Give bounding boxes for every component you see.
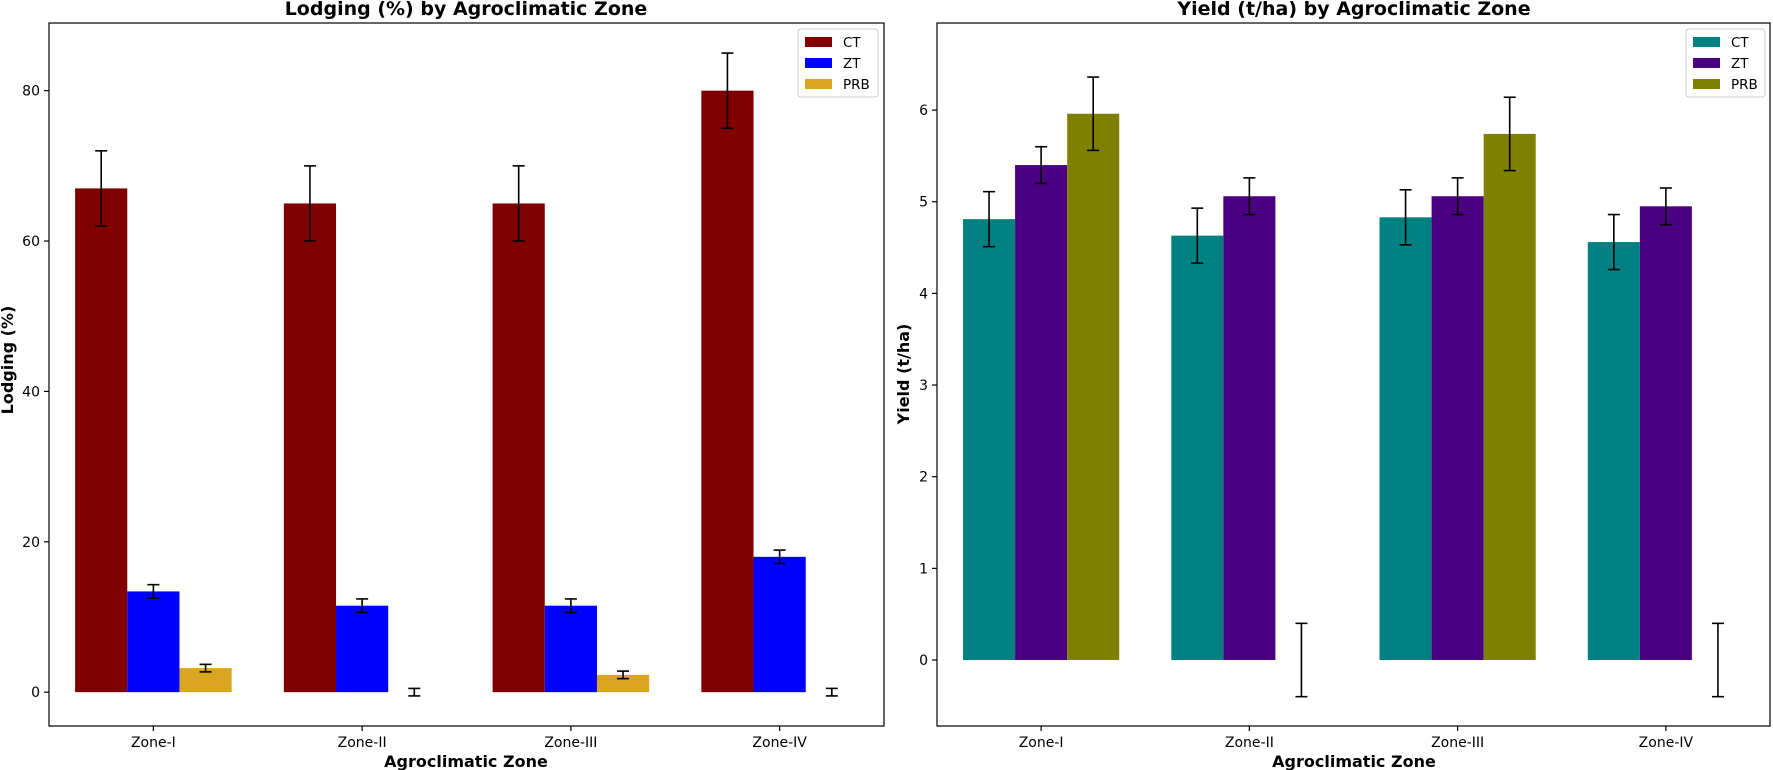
yield-y-tick-label: 3 — [919, 378, 928, 394]
lodging-error-bar-zt-zone-iii — [564, 598, 577, 614]
lodging-y-tick-label: 40 — [22, 384, 40, 400]
lodging-legend: CT ZT PRB — [797, 28, 879, 98]
yield-y-tick-label: 1 — [919, 561, 928, 577]
lodging-error-bar-ct-zone-iii — [512, 165, 525, 242]
lodging-x-tick-label: Zone-II — [338, 735, 387, 751]
yield-x-axis: Zone-I Zone-II Zone-III Zone-IV — [1019, 726, 1694, 751]
yield-bar-zt-zone-iii — [1431, 196, 1484, 661]
yield-x-tick-label: Zone-IV — [1639, 735, 1694, 751]
yield-bar-zt-zone-iv — [1639, 206, 1692, 661]
lodging-error-bar-zt-zone-ii — [356, 598, 369, 614]
yield-legend-swatch-ct — [1693, 37, 1720, 47]
lodging-bar-zt-zone-iii — [544, 605, 597, 693]
yield-y-axis: 0 1 2 3 4 5 6 — [919, 103, 937, 669]
lodging-y-tick-label: 20 — [22, 535, 40, 551]
yield-bar-zt-zone-i — [1015, 165, 1068, 661]
yield-error-bar-ct-zone-iii — [1399, 189, 1412, 246]
lodging-error-bar-zt-zone-i — [147, 583, 160, 599]
yield-error-bar-prb-zone-iv — [1711, 622, 1724, 698]
yield-x-tick-label: Zone-I — [1019, 735, 1064, 751]
lodging-legend-swatch-zt — [805, 58, 832, 68]
yield-x-tick-label: Zone-III — [1431, 735, 1484, 751]
yield-legend-swatch-zt — [1693, 58, 1720, 68]
lodging-chart-title: Lodging (%) by Agroclimatic Zone — [285, 0, 648, 20]
yield-bar-prb-zone-iii — [1483, 133, 1536, 660]
lodging-plot-area — [75, 52, 838, 697]
yield-bar-ct-zone-iii — [1379, 217, 1432, 661]
yield-error-bar-ct-zone-iv — [1607, 213, 1620, 271]
lodging-bar-ct-zone-iii — [492, 203, 545, 693]
yield-error-bar-zt-zone-iv — [1659, 187, 1672, 226]
yield-bar-ct-zone-i — [963, 219, 1016, 660]
yield-plot-area — [963, 76, 1724, 698]
yield-legend-label-prb: PRB — [1731, 77, 1758, 93]
lodging-x-axis-title: Agroclimatic Zone — [384, 752, 548, 770]
yield-error-bar-ct-zone-ii — [1191, 207, 1204, 264]
lodging-bar-prb-zone-iii — [596, 674, 650, 693]
lodging-bar-zt-zone-iv — [753, 556, 806, 693]
lodging-bar-zt-zone-ii — [336, 605, 389, 693]
yield-legend-label-ct: CT — [1731, 35, 1749, 51]
lodging-y-tick-label: 60 — [22, 234, 40, 250]
yield-x-tick-label: Zone-II — [1225, 735, 1274, 751]
yield-error-bar-zt-zone-ii — [1243, 177, 1256, 216]
yield-y-tick-label: 0 — [919, 653, 928, 669]
yield-legend-label-zt: ZT — [1731, 56, 1749, 72]
yield-error-bar-prb-zone-i — [1087, 76, 1100, 152]
yield-y-axis-title: Yield (t/ha) — [894, 324, 913, 426]
yield-chart: Yield (t/ha) by Agroclimatic Zone Agrocl… — [894, 0, 1771, 770]
lodging-axes-frame — [48, 22, 885, 727]
lodging-bar-ct-zone-iv — [701, 90, 754, 693]
lodging-bar-ct-zone-ii — [283, 203, 337, 693]
lodging-error-bar-zt-zone-iv — [773, 549, 786, 565]
lodging-chart: Lodging (%) by Agroclimatic Zone Agrocli… — [0, 0, 885, 770]
yield-error-bar-prb-zone-ii — [1295, 622, 1308, 698]
lodging-x-tick-label: Zone-III — [544, 735, 597, 751]
yield-y-tick-label: 2 — [919, 470, 928, 486]
yield-y-tick-label: 4 — [919, 286, 928, 302]
lodging-x-axis: Zone-I Zone-II Zone-III Zone-IV — [131, 726, 807, 751]
lodging-legend-label-zt: ZT — [843, 56, 861, 72]
lodging-legend-label-ct: CT — [843, 35, 861, 51]
lodging-error-bar-prb-zone-ii — [408, 687, 421, 697]
lodging-x-tick-label: Zone-IV — [752, 735, 807, 751]
lodging-legend-label-prb: PRB — [843, 77, 870, 93]
yield-error-bar-prb-zone-iii — [1503, 96, 1516, 172]
lodging-error-bar-ct-zone-ii — [303, 165, 316, 242]
lodging-error-bar-prb-zone-iii — [617, 670, 630, 680]
yield-x-axis-title: Agroclimatic Zone — [1272, 752, 1436, 770]
lodging-y-axis: 0 20 40 60 80 — [22, 84, 49, 701]
yield-legend: CT ZT PRB — [1685, 28, 1766, 98]
yield-axes-frame — [936, 22, 1771, 727]
lodging-error-bar-prb-zone-iv — [825, 687, 838, 697]
yield-y-tick-label: 5 — [919, 195, 928, 211]
yield-legend-swatch-prb — [1693, 79, 1720, 89]
yield-bar-prb-zone-i — [1067, 113, 1120, 661]
lodging-error-bar-ct-zone-i — [95, 150, 108, 227]
lodging-y-tick-label: 80 — [22, 84, 40, 100]
yield-y-tick-label: 6 — [919, 103, 928, 119]
lodging-bar-ct-zone-i — [75, 188, 128, 693]
lodging-y-tick-label: 0 — [31, 685, 40, 701]
yield-error-bar-zt-zone-i — [1035, 145, 1048, 185]
lodging-legend-swatch-prb — [805, 79, 832, 89]
yield-error-bar-zt-zone-iii — [1451, 177, 1464, 216]
lodging-legend-swatch-ct — [805, 37, 832, 47]
yield-bar-zt-zone-ii — [1223, 196, 1276, 661]
yield-bar-ct-zone-iv — [1587, 242, 1640, 661]
lodging-x-tick-label: Zone-I — [131, 735, 176, 751]
lodging-bar-zt-zone-i — [127, 591, 180, 693]
yield-chart-title: Yield (t/ha) by Agroclimatic Zone — [1176, 0, 1530, 20]
yield-error-bar-ct-zone-i — [983, 190, 996, 248]
lodging-error-bar-ct-zone-iv — [721, 52, 734, 130]
yield-bar-ct-zone-ii — [1171, 235, 1224, 661]
lodging-y-axis-title: Lodging (%) — [0, 306, 17, 415]
lodging-error-bar-prb-zone-i — [199, 663, 212, 673]
